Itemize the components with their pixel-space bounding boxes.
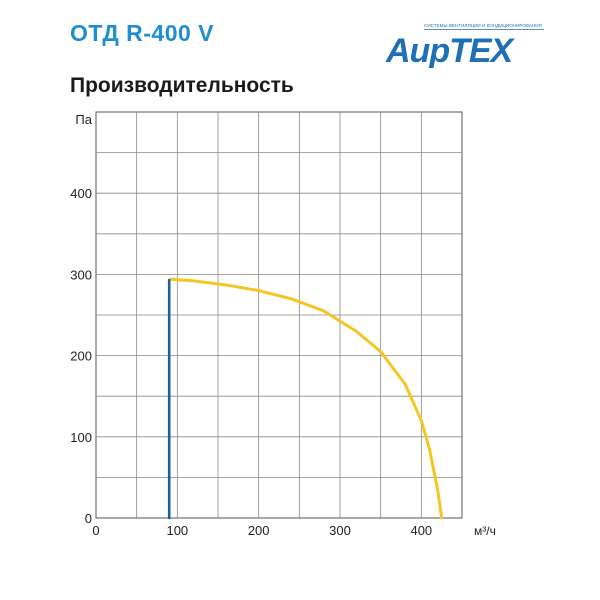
x-tick-label: 100 xyxy=(166,523,188,538)
x-axis-label: м³/ч xyxy=(474,524,496,538)
airtex-logo: СИСТЕМЫ ВЕНТИЛЯЦИИ И КОНДИЦИОНИРОВАНИЯ А… xyxy=(385,23,544,68)
fan-curve-line xyxy=(169,277,444,520)
chart-title: Производительность xyxy=(70,74,294,97)
x-tick-label: 0 xyxy=(92,523,99,538)
logo-tagline: СИСТЕМЫ ВЕНТИЛЯЦИИ И КОНДИЦИОНИРОВАНИЯ xyxy=(424,23,542,28)
y-tick-label: 200 xyxy=(70,349,92,364)
x-tick-label: 400 xyxy=(410,523,432,538)
y-tick-label: 0 xyxy=(85,511,92,526)
y-tick-label: 300 xyxy=(70,267,92,282)
y-axis-label: Па xyxy=(75,112,92,127)
y-tick-label: 100 xyxy=(70,430,92,445)
logo-wordmark: АирТЕХ xyxy=(385,32,516,68)
y-tick-label: 400 xyxy=(70,186,92,201)
x-tick-label: 300 xyxy=(329,523,351,538)
x-tick-label: 200 xyxy=(248,523,270,538)
model-title: ОТД R-400 V xyxy=(70,20,215,46)
